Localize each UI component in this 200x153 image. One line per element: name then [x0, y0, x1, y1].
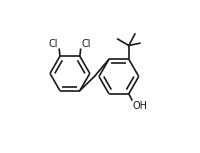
Text: Cl: Cl — [49, 39, 58, 49]
Text: OH: OH — [132, 101, 146, 111]
Text: Cl: Cl — [81, 39, 90, 49]
